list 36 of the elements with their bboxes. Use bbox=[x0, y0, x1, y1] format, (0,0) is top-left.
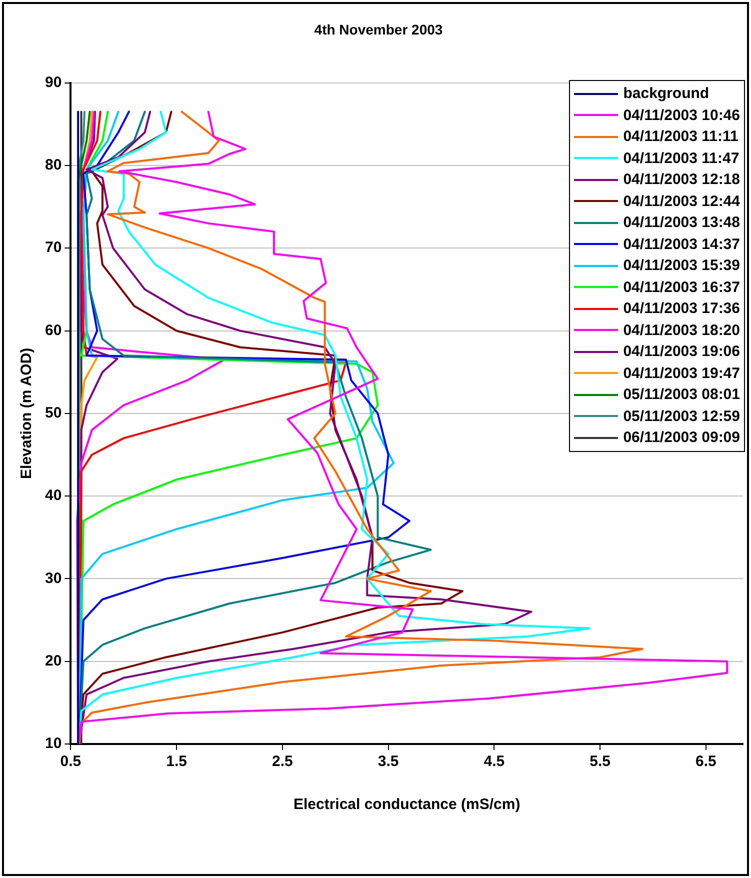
y-tick-label: 20 bbox=[44, 652, 62, 670]
y-tick-label: 90 bbox=[44, 74, 62, 91]
y-axis-title: Elevation (m AOD) bbox=[18, 348, 36, 479]
legend-label: 04/11/2003 12:18 bbox=[623, 171, 740, 188]
legend-label: 04/11/2003 16:37 bbox=[623, 278, 740, 296]
legend-label: 04/11/2003 15:39 bbox=[623, 257, 740, 274]
legend-label: background bbox=[623, 85, 710, 102]
x-tick-label: 6.5 bbox=[696, 753, 716, 770]
legend-label: 06/11/2003 09:09 bbox=[623, 429, 740, 446]
y-tick-label: 80 bbox=[44, 156, 62, 174]
legend-label: 04/11/2003 11:11 bbox=[623, 128, 738, 146]
legend-label: 04/11/2003 18:20 bbox=[623, 322, 740, 339]
x-tick-label: 5.5 bbox=[590, 753, 610, 770]
legend-label: 04/11/2003 19:06 bbox=[623, 343, 740, 360]
x-tick-label: 4.5 bbox=[484, 753, 505, 770]
y-tick-label: 40 bbox=[44, 487, 62, 504]
y-tick-label: 70 bbox=[44, 239, 62, 256]
legend-label: 04/11/2003 10:46 bbox=[623, 106, 740, 124]
x-axis-title: Electrical conductance (mS/cm) bbox=[293, 796, 520, 814]
x-tick-label: 3.5 bbox=[378, 753, 399, 770]
y-tick-label: 10 bbox=[44, 735, 62, 752]
legend-label: 04/11/2003 17:36 bbox=[623, 300, 740, 318]
y-tick-label: 60 bbox=[44, 322, 62, 339]
legend-label: 04/11/2003 13:48 bbox=[623, 214, 740, 232]
x-tick-label: 0.5 bbox=[60, 753, 82, 770]
chart-title: 4th November 2003 bbox=[314, 21, 443, 38]
y-tick-label: 50 bbox=[44, 404, 62, 422]
x-tick-label: 2.5 bbox=[272, 753, 293, 770]
y-tick-label: 30 bbox=[44, 570, 62, 587]
legend-label: 04/11/2003 19:47 bbox=[623, 364, 740, 382]
legend-label: 05/11/2003 12:59 bbox=[623, 408, 740, 425]
legend-label: 04/11/2003 11:47 bbox=[623, 150, 740, 167]
legend-label: 04/11/2003 14:37 bbox=[623, 236, 740, 253]
x-tick-label: 1.5 bbox=[166, 753, 187, 770]
legend-label: 04/11/2003 12:44 bbox=[623, 192, 740, 210]
legend-label: 05/11/2003 08:01 bbox=[623, 386, 740, 404]
